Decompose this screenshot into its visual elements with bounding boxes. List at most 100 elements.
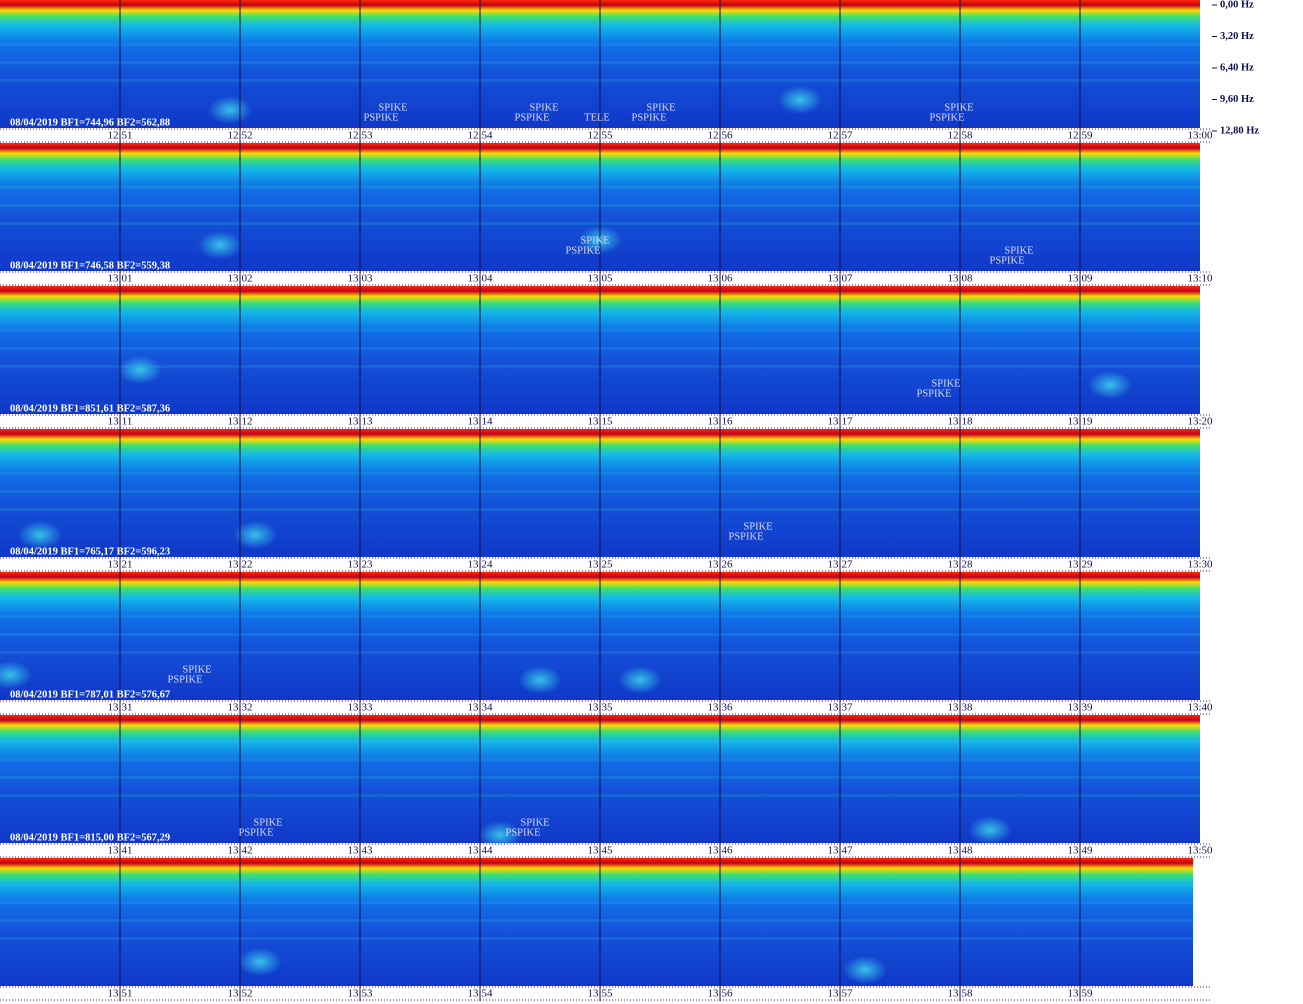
event-annotation: PSPIKE: [728, 531, 763, 542]
time-label: 13:08: [947, 273, 973, 285]
event-annotation: PSPIKE: [929, 112, 964, 123]
time-label: 12:53: [347, 130, 373, 142]
time-label: 13:19: [1067, 416, 1093, 428]
energy-patch: [208, 96, 252, 124]
time-label: 12:57: [827, 130, 853, 142]
energy-patch: [238, 948, 282, 976]
time-label: 12:58: [947, 130, 973, 142]
time-label: 13:16: [707, 416, 733, 428]
time-label: 13:06: [707, 273, 733, 285]
time-label: 13:22: [227, 559, 252, 571]
time-label: 13:13: [347, 416, 373, 428]
row-info: 08/04/2019 BF1=744,96 BF2=562,88: [10, 117, 170, 128]
time-label: 12:52: [227, 130, 252, 142]
event-annotation: PSPIKE: [238, 827, 273, 838]
event-annotation: SPIKE: [646, 102, 675, 113]
time-label: 13:17: [827, 416, 853, 428]
event-annotation: SPIKE: [944, 102, 973, 113]
time-label: 13:14: [467, 416, 493, 428]
time-label: 13:51: [107, 988, 132, 1000]
energy-patch: [478, 821, 522, 849]
time-label: 13:34: [467, 702, 493, 714]
event-annotation: PSPIKE: [167, 674, 202, 685]
time-label: 13:29: [1067, 559, 1093, 571]
time-label: 13:07: [827, 273, 853, 285]
event-annotation: SPIKE: [743, 521, 772, 532]
event-annotation: SPIKE: [529, 102, 558, 113]
event-annotation: PSPIKE: [505, 827, 540, 838]
time-label: 13:43: [347, 845, 373, 857]
energy-patch: [518, 666, 562, 694]
freq-label: 9,60 Hz: [1220, 94, 1254, 105]
event-annotation: SPIKE: [182, 664, 211, 675]
freq-label: 12,80 Hz: [1220, 125, 1259, 136]
time-label: 13:57: [827, 988, 853, 1000]
time-label: 13:50: [1187, 845, 1213, 857]
time-label: 12:55: [587, 130, 613, 142]
event-annotation: PSPIKE: [631, 112, 666, 123]
time-label: 13:21: [107, 559, 132, 571]
band: [0, 919, 1193, 922]
time-label: 12:51: [107, 130, 132, 142]
time-label: 13:36: [707, 702, 733, 714]
event-annotation: TELE: [584, 112, 610, 123]
energy-patch: [118, 356, 162, 384]
time-label: 12:54: [467, 130, 493, 142]
time-label: 13:35: [587, 702, 613, 714]
time-label: 13:23: [347, 559, 373, 571]
time-label: 13:38: [947, 702, 973, 714]
time-label: 13:12: [227, 416, 252, 428]
row-info: 08/04/2019 BF1=851,61 BF2=587,36: [10, 403, 170, 414]
time-label: 13:27: [827, 559, 853, 571]
row-info: 08/04/2019 BF1=765,17 BF2=596,23: [10, 546, 170, 557]
time-label: 13:31: [107, 702, 132, 714]
time-label: 13:26: [707, 559, 733, 571]
time-label: 13:39: [1067, 702, 1093, 714]
freq-label: 6,40 Hz: [1220, 62, 1254, 73]
energy-patch: [843, 956, 887, 984]
event-annotation: SPIKE: [253, 817, 282, 828]
time-label: 13:02: [227, 273, 252, 285]
row-info: 08/04/2019 BF1=787,01 BF2=576,67: [10, 689, 170, 700]
freq-label: 3,20 Hz: [1220, 31, 1254, 42]
time-label: 12:59: [1067, 130, 1093, 142]
time-label: 13:09: [1067, 273, 1093, 285]
time-label: 13:59: [1067, 988, 1093, 1000]
event-annotation: PSPIKE: [916, 388, 951, 399]
time-label: 13:10: [1187, 273, 1213, 285]
time-label: 13:01: [107, 273, 132, 285]
event-annotation: PSPIKE: [989, 255, 1024, 266]
time-label: 13:58: [947, 988, 973, 1000]
energy-patch: [0, 661, 32, 689]
event-annotation: SPIKE: [931, 378, 960, 389]
energy-patch: [233, 521, 277, 549]
time-label: 13:42: [227, 845, 252, 857]
time-label: 13:56: [707, 988, 733, 1000]
energy-patch: [198, 231, 242, 259]
time-label: 13:18: [947, 416, 973, 428]
band: [0, 937, 1193, 940]
time-label: 13:37: [827, 702, 853, 714]
event-annotation: PSPIKE: [514, 112, 549, 123]
energy-patch: [968, 816, 1012, 844]
time-label: 13:46: [707, 845, 733, 857]
time-label: 13:00: [1187, 130, 1213, 142]
time-label: 13:30: [1187, 559, 1213, 571]
event-annotation: PSPIKE: [565, 245, 600, 256]
time-label: 13:49: [1067, 845, 1093, 857]
time-label: 13:41: [107, 845, 132, 857]
event-annotation: SPIKE: [580, 235, 609, 246]
time-label: 13:03: [347, 273, 373, 285]
time-label: 13:25: [587, 559, 613, 571]
time-label: 13:47: [827, 845, 853, 857]
spectrum: [0, 858, 1193, 986]
time-label: 13:15: [587, 416, 613, 428]
time-label: 13:44: [467, 845, 493, 857]
band: [0, 901, 1193, 904]
time-label: 13:24: [467, 559, 493, 571]
time-label: 13:52: [227, 988, 252, 1000]
time-label: 12:56: [707, 130, 733, 142]
time-label: 13:55: [587, 988, 613, 1000]
